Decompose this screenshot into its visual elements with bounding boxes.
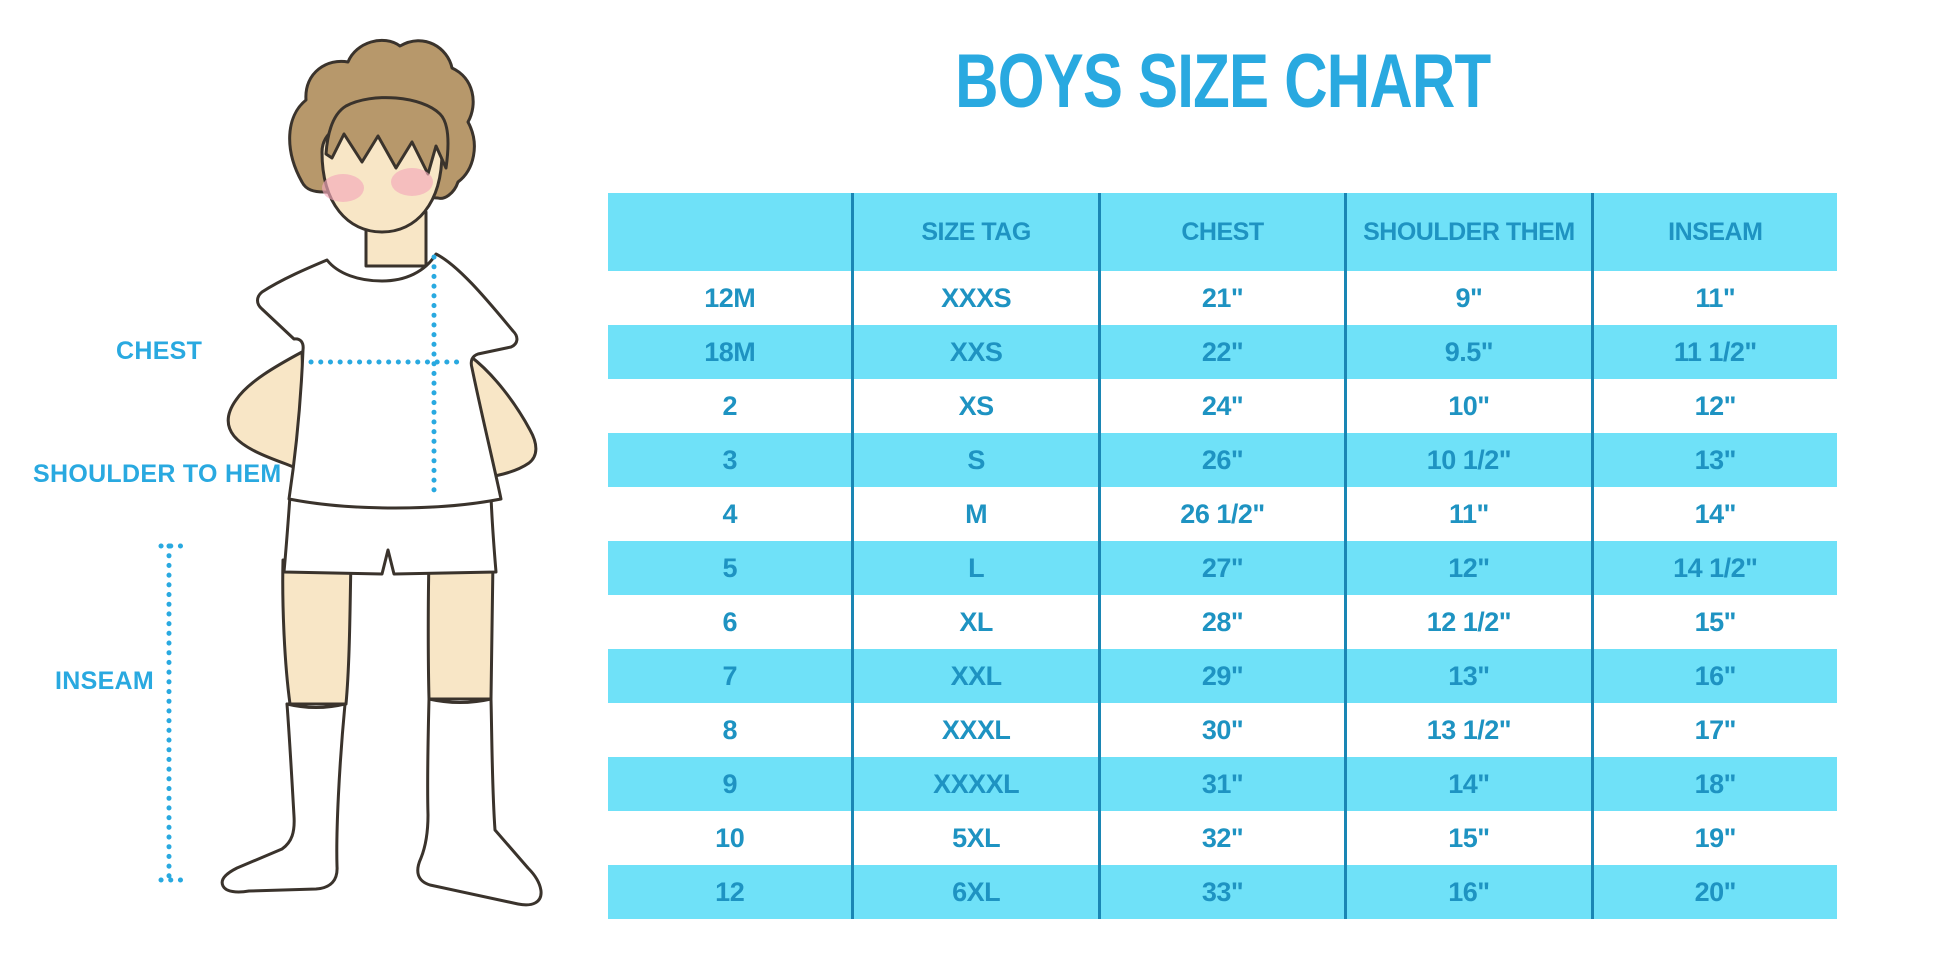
table-cell: 27" xyxy=(1097,541,1346,595)
table-cell: 12M xyxy=(608,271,853,325)
column-header-size xyxy=(608,193,853,271)
size-table-header: SIZE TAG CHEST SHOULDER THEM INSEAM xyxy=(608,193,1837,271)
table-cell: 9" xyxy=(1344,271,1593,325)
table-cell: 17" xyxy=(1590,703,1837,757)
boy-shirt xyxy=(256,252,519,510)
size-table-body: 12M XXXS 21" 9" 11" 18M XXS 22" 9.5" 11 1/2" 2 XS… xyxy=(608,271,1837,919)
boy-sock-left xyxy=(220,702,347,894)
table-cell: 9.5" xyxy=(1344,325,1593,379)
table-cell: 12" xyxy=(1344,541,1593,595)
shoulder-to-hem-label: SHOULDER TO HEM xyxy=(33,460,282,488)
table-row: 4 M 26 1/2" 11" 14" xyxy=(608,487,1837,541)
column-header-size-tag: SIZE TAG xyxy=(851,193,1100,271)
table-row: 2 XS 24" 10" 12" xyxy=(608,379,1837,433)
table-row: 3 S 26" 10 1/2" 13" xyxy=(608,433,1837,487)
chest-label: CHEST xyxy=(116,337,203,365)
table-cell: 26" xyxy=(1097,433,1346,487)
table-cell: 12 1/2" xyxy=(1344,595,1593,649)
boy-thigh-right xyxy=(426,558,495,701)
boy-thigh-left xyxy=(281,558,353,706)
table-cell: 14 1/2" xyxy=(1590,541,1837,595)
table-cell: 11" xyxy=(1590,271,1837,325)
table-row: 7 XXL 29" 13" 16" xyxy=(608,649,1837,703)
column-header-chest: CHEST xyxy=(1097,193,1346,271)
table-row: 6 XL 28" 12 1/2" 15" xyxy=(608,595,1837,649)
column-header-inseam: INSEAM xyxy=(1590,193,1837,271)
inseam-label: INSEAM xyxy=(55,667,155,695)
table-cell: XS xyxy=(851,379,1100,433)
column-header-shoulder-them: SHOULDER THEM xyxy=(1344,193,1593,271)
table-cell: XXXS xyxy=(851,271,1100,325)
table-cell: 11 1/2" xyxy=(1590,325,1837,379)
boy-arm-left xyxy=(226,350,308,474)
table-cell: XXXXL xyxy=(851,757,1100,811)
table-cell: 10" xyxy=(1344,379,1593,433)
table-cell: XXS xyxy=(851,325,1100,379)
table-cell: 31" xyxy=(1097,757,1346,811)
table-row: 9 XXXXL 31" 14" 18" xyxy=(608,757,1837,811)
table-cell: 18M xyxy=(608,325,853,379)
table-cell: 10 xyxy=(608,811,853,865)
table-cell: 6 xyxy=(608,595,853,649)
table-cell: 11" xyxy=(1344,487,1593,541)
boy-shorts xyxy=(282,494,498,576)
table-cell: 13" xyxy=(1344,649,1593,703)
table-cell: 29" xyxy=(1097,649,1346,703)
table-cell: M xyxy=(851,487,1100,541)
table-row: 5 L 27" 12" 14 1/2" xyxy=(608,541,1837,595)
boy-sock-left-top xyxy=(285,702,347,709)
table-cell: 16" xyxy=(1590,649,1837,703)
table-cell: 14" xyxy=(1344,757,1593,811)
table-cell: L xyxy=(851,541,1100,595)
table-cell: 28" xyxy=(1097,595,1346,649)
boy-sock-right-top xyxy=(427,697,493,704)
table-row: 10 5XL 32" 15" 19" xyxy=(608,811,1837,865)
table-cell: 4 xyxy=(608,487,853,541)
boy-cheek-right xyxy=(391,168,433,196)
table-row: 12 6XL 33" 16" 20" xyxy=(608,865,1837,919)
table-cell: 15" xyxy=(1590,595,1837,649)
table-cell: 33" xyxy=(1097,865,1346,919)
table-cell: 13 1/2" xyxy=(1344,703,1593,757)
table-cell: 10 1/2" xyxy=(1344,433,1593,487)
table-cell: 32" xyxy=(1097,811,1346,865)
boy-sock-right xyxy=(416,697,543,907)
table-cell: XXL xyxy=(851,649,1100,703)
table-cell: 30" xyxy=(1097,703,1346,757)
table-cell: S xyxy=(851,433,1100,487)
table-cell: 5XL xyxy=(851,811,1100,865)
page-title-text: BOYS SIZE CHART xyxy=(954,38,1491,124)
table-cell: 21" xyxy=(1097,271,1346,325)
table-cell: 12" xyxy=(1590,379,1837,433)
table-cell: 8 xyxy=(608,703,853,757)
table-cell: 26 1/2" xyxy=(1097,487,1346,541)
table-cell: 14" xyxy=(1590,487,1837,541)
table-cell: 15" xyxy=(1344,811,1593,865)
table-row: 18M XXS 22" 9.5" 11 1/2" xyxy=(608,325,1837,379)
boy-illustration xyxy=(158,38,543,907)
table-cell: 7 xyxy=(608,649,853,703)
table-row: 8 XXXL 30" 13 1/2" 17" xyxy=(608,703,1837,757)
table-cell: 18" xyxy=(1590,757,1837,811)
table-cell: 22" xyxy=(1097,325,1346,379)
size-table: SIZE TAG CHEST SHOULDER THEM INSEAM 12M X… xyxy=(608,193,1837,919)
table-row: 12M XXXS 21" 9" 11" xyxy=(608,271,1837,325)
table-cell: 3 xyxy=(608,433,853,487)
table-cell: 6XL xyxy=(851,865,1100,919)
table-cell: 12 xyxy=(608,865,853,919)
table-cell: 5 xyxy=(608,541,853,595)
table-cell: 13" xyxy=(1590,433,1837,487)
table-cell: 2 xyxy=(608,379,853,433)
table-cell: XXXL xyxy=(851,703,1100,757)
header-row: SIZE TAG CHEST SHOULDER THEM INSEAM xyxy=(608,193,1837,271)
table-cell: XL xyxy=(851,595,1100,649)
table-cell: 20" xyxy=(1590,865,1837,919)
boy-cheek-left xyxy=(322,174,364,202)
page-title: BOYS SIZE CHART xyxy=(608,36,1837,126)
table-cell: 24" xyxy=(1097,379,1346,433)
table-cell: 19" xyxy=(1590,811,1837,865)
table-cell: 16" xyxy=(1344,865,1593,919)
table-cell: 9 xyxy=(608,757,853,811)
